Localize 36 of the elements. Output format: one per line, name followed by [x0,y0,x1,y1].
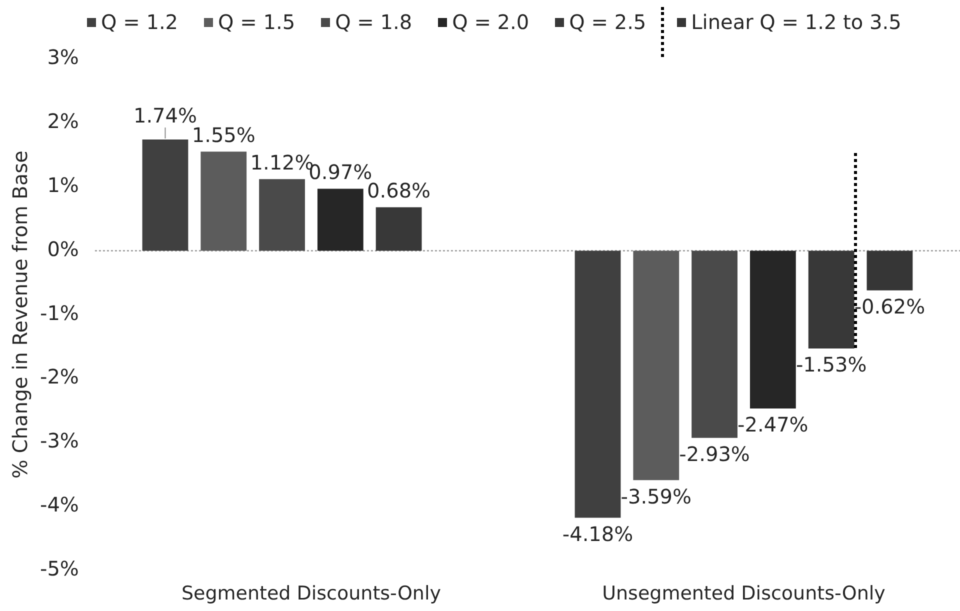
legend-label: Q = 1.2 [101,10,178,34]
x-tick-label: Segmented Discounts-Only [181,582,441,605]
y-tick-label: -4% [40,492,79,517]
data-label: -4.18% [562,522,634,546]
bar [574,250,621,518]
bar [259,179,305,251]
y-axis-title: % Change in Revenue from Base [8,150,32,479]
legend-label: Linear Q = 1.2 to 3.5 [691,10,902,34]
y-tick-label: -3% [40,428,79,453]
bar [808,250,854,348]
y-tick-label: 3% [47,45,79,70]
bar [376,207,422,251]
data-label: -3.59% [620,484,692,508]
bar [317,188,364,251]
y-tick-label: 0% [47,236,79,261]
y-tick-label: 2% [47,109,79,134]
bar [692,250,738,438]
data-label: 0.68% [367,178,431,202]
bar [633,250,680,480]
legend-label: Q = 2.0 [452,10,530,34]
x-tick-label: Unsegmented Discounts-Only [602,582,886,605]
data-label: -2.93% [679,442,750,466]
bar [750,250,796,409]
y-tick-label: -2% [40,364,79,389]
data-label: -0.62% [854,294,926,319]
legend-label: Q = 1.5 [218,10,296,34]
data-label: -1.53% [796,352,867,377]
y-tick-label: -5% [40,556,79,580]
y-tick-label: -1% [40,300,79,325]
bar [200,152,247,251]
legend-label: Q = 1.8 [335,10,412,34]
data-label: -2.47% [738,412,808,437]
bar [866,250,913,290]
legend-label: Q = 2.5 [569,10,646,34]
bar [142,140,188,251]
y-tick-label: 1% [47,173,79,198]
